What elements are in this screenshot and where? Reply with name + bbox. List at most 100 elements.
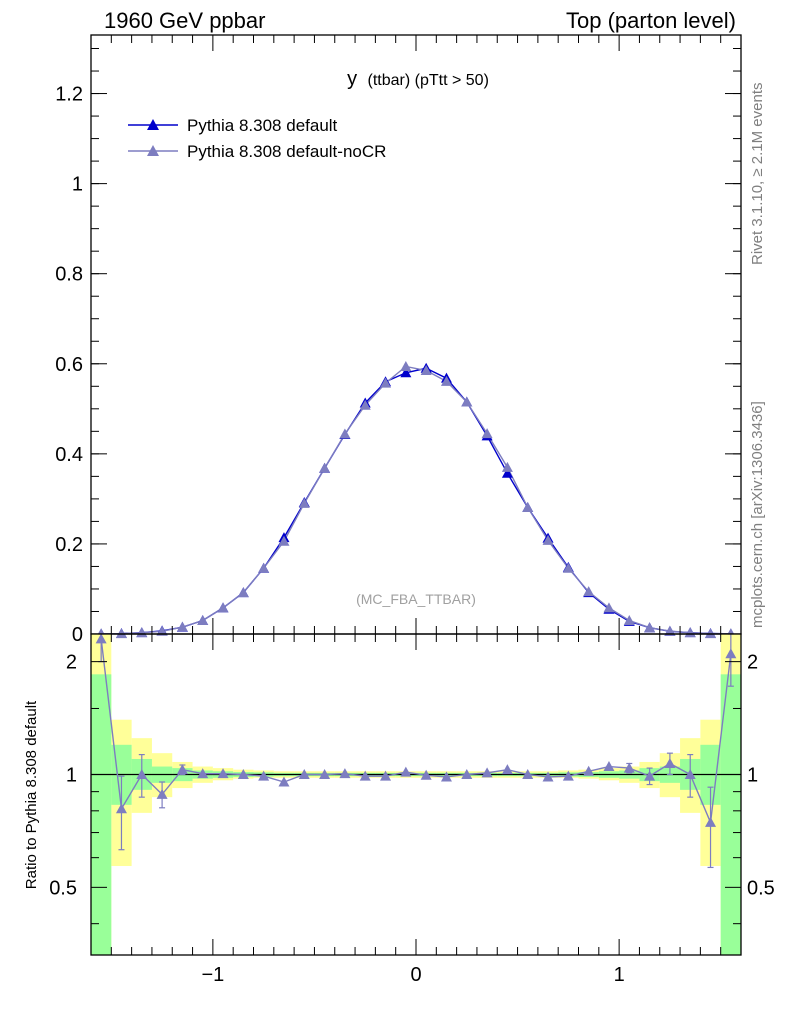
band-green-31	[720, 674, 741, 955]
header-right: Top (parton level)	[566, 8, 736, 33]
ratio-marker-22	[542, 771, 554, 782]
series-marker-1-9	[278, 535, 290, 546]
main-ytick-label-4: 0.8	[55, 264, 83, 286]
main-ytick-label-5: 1	[72, 174, 83, 196]
series-marker-1-28	[664, 625, 676, 636]
series-marker-1-16	[420, 365, 432, 376]
series-marker-1-17	[440, 375, 452, 386]
series-marker-1-19	[481, 428, 493, 439]
ratio-marker-25	[603, 761, 615, 772]
ratio-marker-13	[359, 770, 371, 781]
ratio-marker-5	[197, 768, 209, 779]
ratio-marker-3	[156, 788, 168, 799]
series-marker-1-13	[359, 399, 371, 410]
legend-marker-default	[147, 119, 159, 130]
series-marker-1-10	[298, 497, 310, 508]
ratio-marker-23	[562, 770, 574, 781]
side-label-mcplots: mcplots.cern.ch [arXiv:1306.3436]	[749, 401, 766, 628]
series-marker-1-25	[603, 602, 615, 613]
analysis-watermark: (MC_FBA_TTBAR)	[356, 591, 476, 607]
ratio-marker-21	[522, 768, 534, 779]
ratio-marker-24	[583, 765, 595, 776]
legend-marker-nocr	[147, 145, 159, 156]
ratio-ytick-label-left-1: 1	[66, 764, 77, 786]
ratio-marker-8	[258, 770, 270, 781]
ratio-frame	[90, 633, 742, 956]
ratio-ytick-label-right-2: 2	[747, 652, 758, 674]
plot-title-sub: (ttbar) (pTtt > 50)	[368, 72, 489, 89]
main-ytick-label-0: 0	[72, 624, 83, 646]
ratio-ytick-label-left-0: 0.5	[49, 877, 77, 899]
ratio-marker-16	[420, 769, 432, 780]
ratio-marker-7	[237, 768, 249, 779]
ratio-marker-6	[217, 768, 229, 779]
series-marker-1-20	[501, 461, 513, 472]
ratio-marker-19	[481, 767, 493, 778]
main-ytick-label-6: 1.2	[55, 84, 83, 106]
ratio-marker-17	[440, 771, 452, 782]
series-marker-1-24	[583, 586, 595, 597]
ratio-marker-15	[400, 766, 412, 777]
ratio-marker-20	[501, 764, 513, 775]
ratio-axes: 0.5 0.5 1 1 2 2 −1 0 1	[49, 633, 775, 986]
main-axes: 0 0.2 0.4 0.6 0.8 1 1.2	[55, 34, 742, 646]
series-marker-1-26	[623, 614, 635, 625]
main-ytick-label-3: 0.6	[55, 354, 83, 376]
legend-label-nocr: Pythia 8.308 default-noCR	[187, 142, 386, 161]
ratio-ytick-label-right-0: 0.5	[747, 877, 775, 899]
series-marker-1-7	[237, 587, 249, 598]
ratio-marker-28	[664, 757, 676, 768]
ratio-marker-30	[705, 816, 717, 827]
series-marker-0-15	[400, 367, 412, 378]
band-green-0	[91, 674, 112, 955]
series-marker-1-21	[522, 501, 534, 512]
series-marker-1-22	[542, 534, 554, 545]
ratio-marker-12	[339, 768, 351, 779]
legend-entry-nocr: Pythia 8.308 default-noCR	[128, 142, 386, 161]
series-marker-1-14	[380, 377, 392, 388]
side-label-rivet: Rivet 3.1.10, ≥ 2.1M events	[749, 83, 766, 266]
series-marker-1-4	[176, 621, 188, 632]
series-marker-1-12	[339, 428, 351, 439]
ratio-series-layer	[91, 634, 741, 869]
ratio-uncertainty-bands	[91, 634, 741, 955]
header-left: 1960 GeV ppbar	[104, 8, 265, 33]
series-marker-1-6	[217, 602, 229, 613]
ratio-xtick-label-0: −1	[201, 964, 224, 986]
series-marker-1-23	[562, 562, 574, 573]
ratio-marker-0	[95, 634, 107, 644]
ratio-marker-2	[136, 768, 148, 779]
main-ytick-label-2: 0.4	[55, 444, 83, 466]
series-marker-1-27	[644, 622, 656, 633]
ratio-ytick-label-right-1: 1	[747, 764, 758, 786]
legend-label-default: Pythia 8.308 default	[187, 116, 338, 135]
ratio-marker-27	[644, 770, 656, 781]
series-marker-1-15	[400, 360, 412, 371]
ratio-marker-31	[725, 648, 737, 659]
ratio-ytick-label-left-2: 2	[66, 652, 77, 674]
ratio-marker-11	[319, 768, 331, 779]
ratio-marker-18	[461, 768, 473, 779]
plot-title-main: y	[347, 68, 357, 90]
series-marker-1-18	[461, 396, 473, 407]
ratio-marker-4	[176, 764, 188, 775]
legend-entry-default: Pythia 8.308 default	[128, 116, 338, 135]
main-ytick-label-1: 0.2	[55, 534, 83, 556]
series-marker-0-20	[501, 467, 513, 478]
ratio-line-0	[100, 638, 732, 826]
main-markers-layer	[95, 360, 737, 639]
series-line-1	[101, 365, 731, 634]
ratio-marker-26	[623, 762, 635, 773]
series-marker-1-3	[156, 625, 168, 636]
ratio-xtick-label-1: 0	[410, 964, 421, 986]
ratio-marker-14	[380, 770, 392, 781]
ratio-marker-9	[278, 776, 290, 787]
main-series-layer	[101, 365, 731, 634]
legend: Pythia 8.308 default Pythia 8.308 defaul…	[128, 116, 386, 161]
series-marker-1-8	[258, 562, 270, 573]
series-marker-1-1	[115, 628, 127, 639]
ratio-marker-1	[115, 803, 127, 814]
ratio-marker-29	[684, 768, 696, 779]
